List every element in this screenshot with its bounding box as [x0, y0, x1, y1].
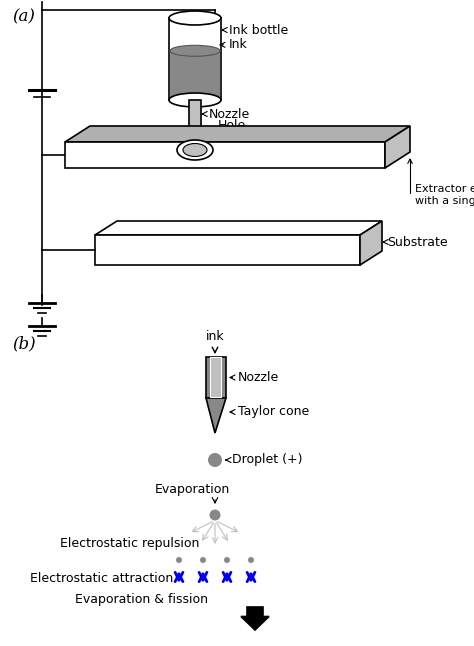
Circle shape — [248, 557, 254, 563]
Text: Ink bottle: Ink bottle — [222, 23, 288, 37]
Polygon shape — [95, 221, 382, 235]
Text: Evaporation: Evaporation — [155, 483, 230, 497]
Text: (a): (a) — [12, 8, 35, 25]
Circle shape — [200, 557, 206, 563]
Polygon shape — [360, 221, 382, 265]
Polygon shape — [65, 126, 410, 142]
Ellipse shape — [169, 93, 221, 107]
Text: (b): (b) — [12, 335, 36, 352]
Polygon shape — [95, 235, 360, 265]
Text: Electrostatic attraction: Electrostatic attraction — [30, 572, 173, 585]
Polygon shape — [65, 142, 385, 168]
Text: Ink: Ink — [220, 38, 248, 51]
Ellipse shape — [170, 45, 220, 56]
Bar — [170, 50, 220, 99]
Circle shape — [224, 557, 230, 563]
Bar — [210, 357, 222, 398]
Ellipse shape — [177, 140, 213, 160]
Polygon shape — [385, 126, 410, 168]
Circle shape — [208, 453, 222, 467]
Ellipse shape — [183, 143, 207, 156]
Text: Evaporation & fission: Evaporation & fission — [75, 594, 208, 607]
Text: Extractor electrode plate
with a single perforation: Extractor electrode plate with a single … — [408, 159, 474, 206]
Text: Hole: Hole — [200, 119, 246, 144]
Bar — [206, 357, 226, 398]
Text: Electrostatic repulsion: Electrostatic repulsion — [60, 536, 200, 550]
Polygon shape — [206, 398, 226, 433]
Text: Nozzle: Nozzle — [230, 371, 279, 384]
Bar — [211, 358, 221, 397]
Text: Substrate: Substrate — [383, 236, 447, 249]
Bar — [169, 18, 221, 100]
Text: ink: ink — [206, 330, 224, 343]
Circle shape — [210, 510, 220, 521]
Text: Nozzle: Nozzle — [202, 107, 250, 121]
Bar — [189, 100, 201, 128]
Ellipse shape — [169, 11, 221, 25]
Circle shape — [176, 557, 182, 563]
Polygon shape — [241, 607, 269, 630]
Text: Taylor cone: Taylor cone — [230, 406, 309, 419]
Text: Droplet (+): Droplet (+) — [226, 453, 302, 466]
